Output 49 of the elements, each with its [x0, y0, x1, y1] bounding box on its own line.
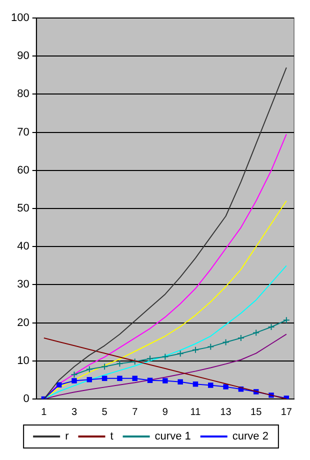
point [237, 334, 244, 342]
point [222, 338, 230, 346]
point [208, 382, 214, 388]
y-tick-label: 90 [17, 50, 30, 62]
x-tick-label: 1 [41, 406, 48, 418]
point [86, 366, 93, 373]
x-tick-label: 13 [220, 406, 232, 418]
legend-label: curve 2 [232, 430, 268, 443]
legend-label: r [65, 430, 70, 443]
point [162, 353, 169, 360]
x-tick-label: 7 [132, 406, 138, 418]
y-tick-label: 20 [17, 316, 30, 329]
y-tick-label: 30 [17, 278, 30, 291]
point [86, 376, 92, 382]
y-tick-label: 10 [17, 354, 30, 367]
y-tick-label: 50 [17, 202, 30, 215]
point [102, 376, 108, 382]
x-tick-label: 3 [71, 406, 78, 418]
point [178, 379, 183, 384]
point [252, 329, 260, 336]
point [162, 378, 168, 384]
y-tick-label: 100 [10, 12, 30, 24]
point [176, 350, 184, 358]
y-tick-label: 0 [23, 393, 30, 406]
legend-label: t [110, 430, 114, 443]
point [132, 376, 138, 382]
x-tick-label: 11 [190, 406, 202, 418]
point [207, 343, 214, 350]
point [223, 384, 228, 390]
y-tick-label: 70 [17, 126, 30, 138]
point [72, 378, 77, 384]
y-tick-label: 60 [17, 164, 30, 176]
point [117, 376, 122, 382]
x-tick-label: 5 [102, 406, 108, 418]
point [131, 358, 138, 366]
point [147, 378, 153, 383]
point [192, 346, 199, 354]
point [116, 360, 124, 368]
point [56, 382, 62, 388]
point [192, 382, 198, 387]
x-tick-label: 15 [250, 406, 262, 418]
point [268, 323, 275, 330]
y-tick-label: 40 [17, 240, 30, 253]
legend-label: curve 1 [154, 430, 191, 443]
point [146, 355, 154, 362]
x-tick-label: 17 [280, 406, 292, 418]
x-tick-label: 9 [162, 406, 168, 418]
y-tick-label: 80 [17, 88, 30, 100]
point [101, 363, 108, 370]
